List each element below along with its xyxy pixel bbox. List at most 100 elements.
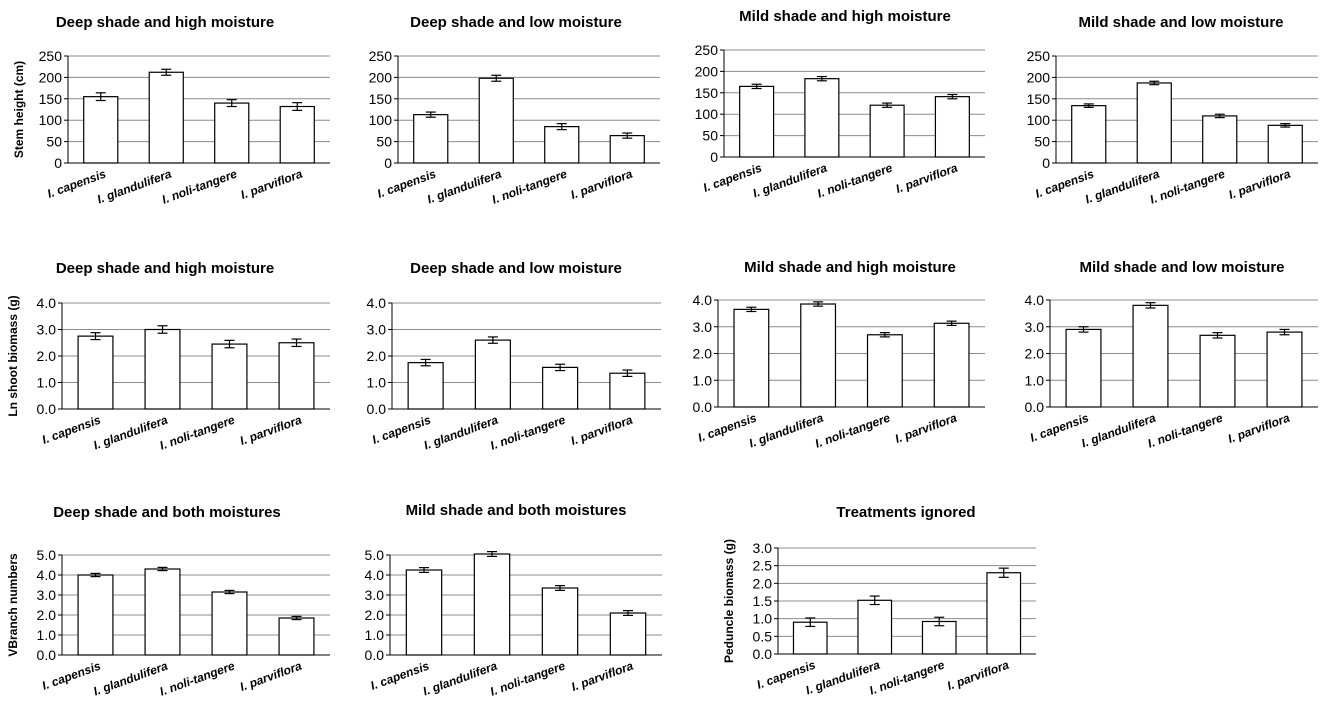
bar-i-noli-tangere — [866, 334, 903, 408]
chart-panel-10: Mild shade and both moistures 0.0 1.0 2.0 3.… — [365, 502, 662, 699]
bar-i-glandulifera — [474, 339, 511, 410]
chart-title: Treatments ignored — [836, 504, 975, 521]
y-tick-label: 0 — [384, 155, 392, 171]
y-tick-label: 150 — [1027, 91, 1051, 107]
y-tick-label: 2.0 — [693, 346, 713, 362]
x-tick-label: I. noli-tangere — [158, 659, 237, 699]
x-tick-label: I. glandulifera — [91, 659, 169, 699]
bar-i-capensis — [739, 85, 775, 158]
chart-panel-8: Mild shade and low moisture 0.0 1.0 2.0 3.0 4… — [1025, 259, 1318, 451]
bar-i-noli-tangere — [541, 587, 579, 656]
bar-i-parviflora — [933, 322, 970, 408]
y-tick-label: 100 — [695, 106, 719, 122]
bar-i-noli-tangere — [211, 343, 248, 410]
bar-i-noli-tangere — [869, 104, 905, 158]
y-tick-label: 2.0 — [367, 348, 387, 364]
bar-i-capensis — [407, 362, 444, 410]
y-tick-label: 3.0 — [693, 319, 713, 335]
y-axis-label: Stem height (cm) — [12, 61, 26, 158]
chart-panel-9: Deep shade and both moistures 0.0 1.0 2.0 3.… — [6, 504, 330, 699]
bar-i-capensis — [1071, 105, 1107, 164]
x-tick-label: I. noli-tangere — [1146, 411, 1225, 451]
y-tick-label: 4.0 — [37, 567, 57, 583]
y-tick-label: 250 — [1027, 48, 1051, 64]
chart-title: Deep shade and high moisture — [56, 14, 274, 31]
y-tick-label: 2.0 — [753, 575, 773, 591]
y-tick-label: 2.0 — [37, 348, 57, 364]
bar-i-noli-tangere — [1199, 334, 1236, 408]
x-tick-label: I. noli-tangere — [1148, 167, 1227, 207]
bar-i-noli-tangere — [542, 366, 579, 410]
y-tick-label: 1.0 — [1025, 372, 1045, 388]
y-tick-label: 4.0 — [37, 295, 57, 311]
y-tick-label: 100 — [369, 112, 393, 128]
x-tick-label: I. parviflora — [945, 658, 1011, 693]
x-tick-label: I. parviflora — [569, 413, 635, 448]
chart-panel-2: Deep shade and low moisture 0 50 100 150 200 2… — [369, 14, 660, 207]
x-tick-label: I. glandulifera — [1079, 411, 1157, 451]
bar-i-parviflora — [986, 572, 1022, 655]
x-tick-label: I. noli-tangere — [815, 161, 894, 201]
bar-i-parviflora — [609, 372, 646, 410]
chart-panel-3: Mild shade and high moisture 0 50 100 150 200… — [695, 8, 985, 201]
bar-i-parviflora — [278, 617, 315, 656]
y-tick-label: 2.0 — [365, 607, 385, 623]
y-tick-label: 150 — [695, 85, 719, 101]
x-tick-label: I. parviflora — [238, 659, 304, 694]
y-tick-label: 200 — [369, 69, 393, 85]
y-tick-label: 1.0 — [365, 627, 385, 643]
bar-i-parviflora — [609, 612, 647, 656]
y-tick-label: 0 — [1042, 155, 1050, 171]
bar-i-parviflora — [278, 342, 315, 410]
y-tick-label: 150 — [369, 91, 393, 107]
x-tick-label: I. glandulifera — [421, 659, 499, 699]
y-axis-label: Ln shoot biomass (g) — [6, 295, 20, 416]
bar-i-glandulifera — [800, 303, 837, 408]
x-tick-label: I. parviflora — [1226, 411, 1292, 446]
y-tick-label: 3.0 — [37, 587, 57, 603]
y-tick-label: 2.0 — [1025, 346, 1045, 362]
bar-i-glandulifera — [804, 78, 840, 158]
chart-title: Mild shade and both moistures — [406, 502, 627, 519]
bar-i-glandulifera — [473, 553, 511, 656]
x-tick-label: I. parviflora — [569, 659, 635, 694]
bar-i-parviflora — [934, 96, 970, 158]
bar-i-glandulifera — [1136, 82, 1172, 164]
y-tick-label: 1.0 — [753, 611, 773, 627]
bar-i-glandulifera — [478, 77, 514, 164]
chart-title: Deep shade and low moisture — [410, 260, 622, 277]
bar-i-noli-tangere — [211, 591, 248, 656]
y-tick-label: 0 — [54, 155, 62, 171]
bar-i-capensis — [1065, 328, 1102, 408]
chart-title: Mild shade and high moisture — [739, 8, 951, 25]
x-tick-label: I. glandulifera — [91, 413, 169, 453]
y-tick-label: 4.0 — [367, 295, 387, 311]
y-tick-label: 50 — [702, 128, 718, 144]
y-tick-label: 0.0 — [367, 401, 387, 417]
y-tick-label: 2.0 — [37, 607, 57, 623]
y-tick-label: 1.5 — [753, 593, 773, 609]
y-tick-label: 0.0 — [753, 646, 773, 662]
bar-i-parviflora — [1266, 331, 1303, 408]
y-tick-label: 100 — [1027, 112, 1051, 128]
y-tick-label: 0.5 — [753, 628, 773, 644]
bar-i-capensis — [83, 96, 119, 164]
y-tick-label: 3.0 — [367, 322, 387, 338]
y-tick-label: 0.0 — [37, 647, 57, 663]
bar-i-glandulifera — [857, 599, 893, 655]
y-tick-label: 4.0 — [693, 292, 713, 308]
bar-i-capensis — [77, 335, 114, 410]
x-tick-label: I. parviflora — [238, 413, 304, 448]
chart-panel-11: Treatments ignored 0.0 0.51.0 1.5 2.02.5 3.0 P… — [722, 504, 1036, 698]
x-tick-label: I. parviflora — [569, 167, 635, 202]
y-tick-label: 1.0 — [367, 375, 387, 391]
y-tick-label: 250 — [695, 42, 719, 58]
y-tick-label: 100 — [39, 112, 63, 128]
bar-i-glandulifera — [144, 568, 181, 656]
chart-title: Deep shade and both moistures — [53, 504, 281, 521]
y-tick-label: 0.0 — [37, 401, 57, 417]
chart-panel-4: Mild shade and low moisture 0 50 100 150 200 2… — [1027, 14, 1318, 207]
chart-title: Deep shade and high moisture — [56, 260, 274, 277]
y-tick-label: 1.0 — [693, 372, 713, 388]
x-tick-label: I. noli-tangere — [868, 658, 947, 698]
